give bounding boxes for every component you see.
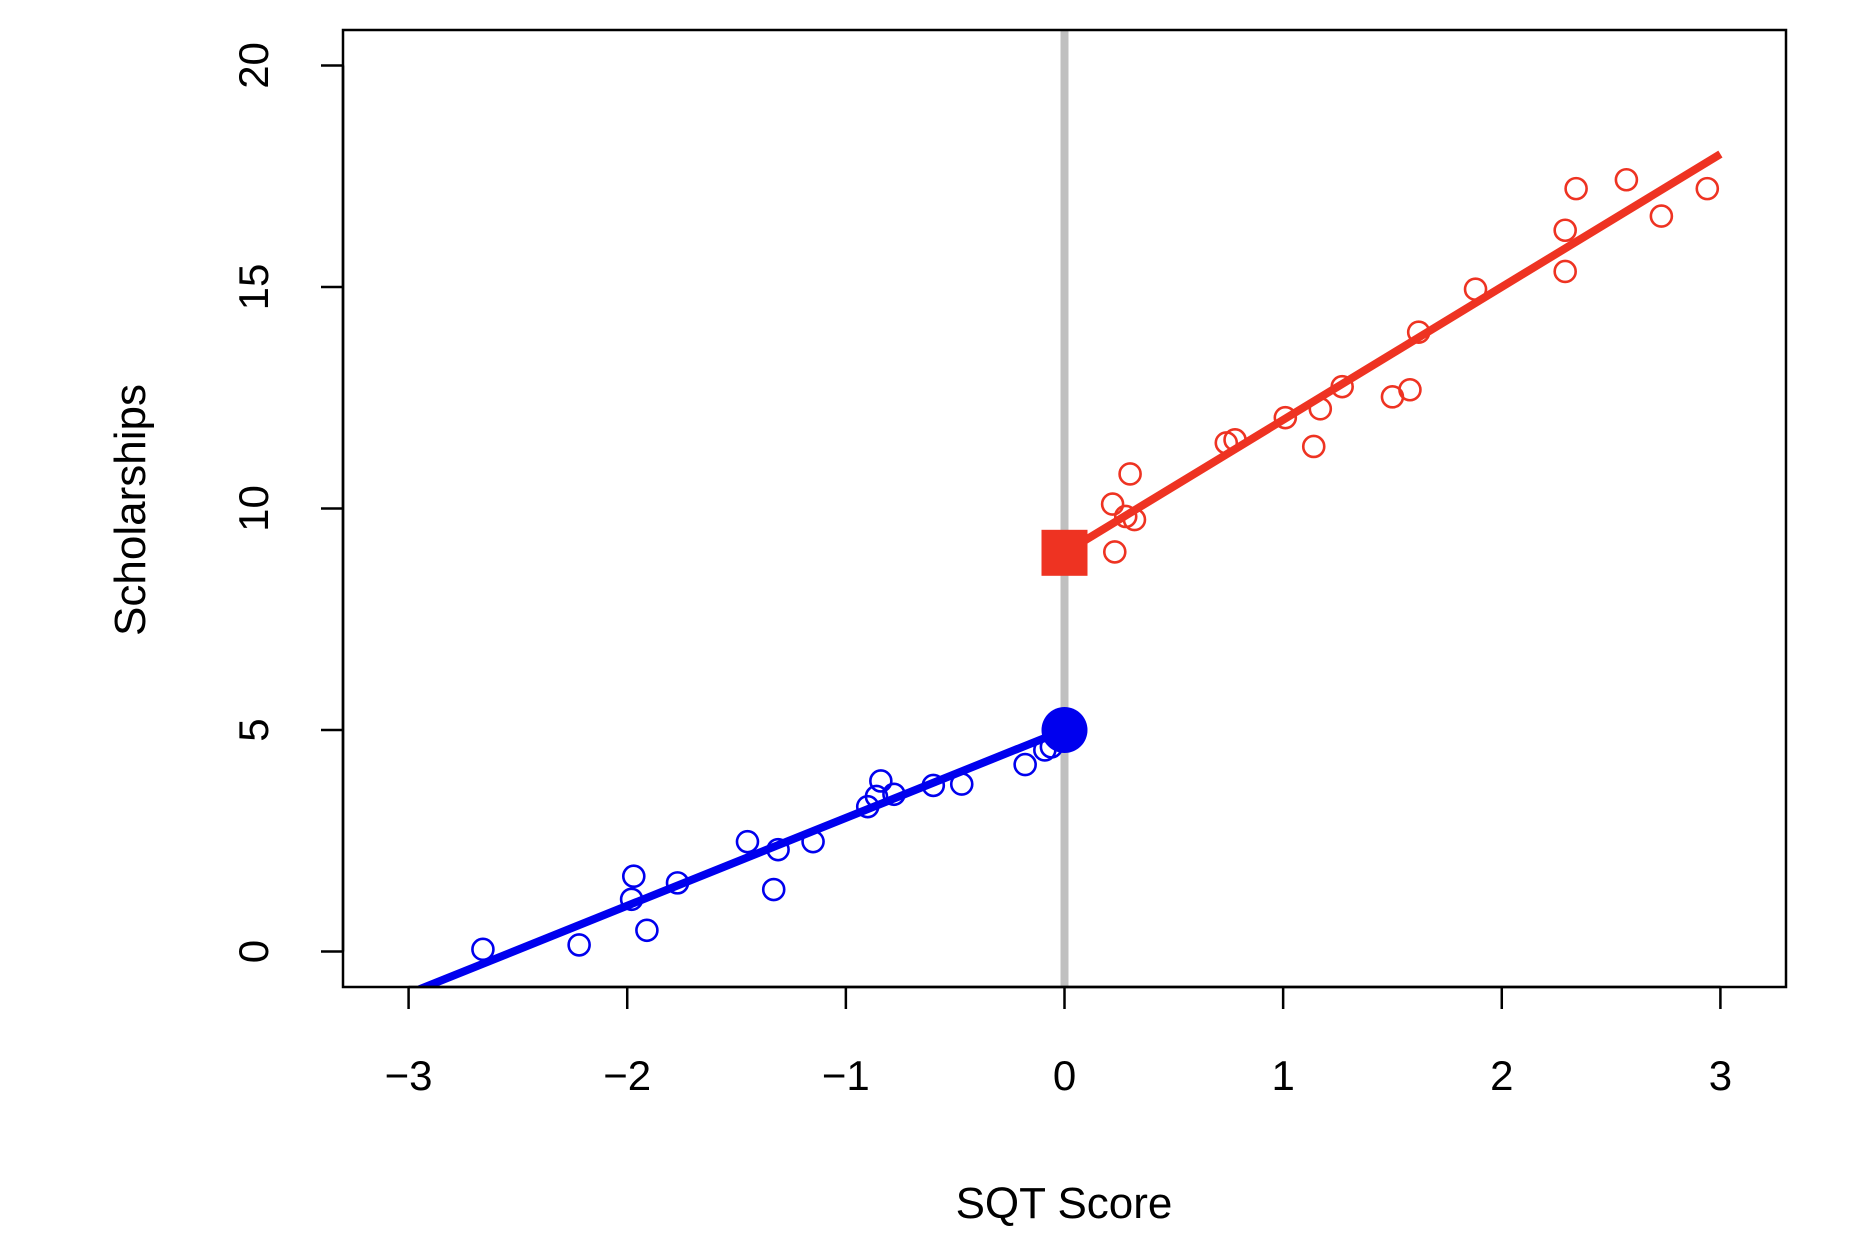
data-point [1301, 434, 1326, 459]
data-point [567, 933, 591, 957]
data-point [1223, 428, 1247, 452]
y-tick-label: 15 [230, 264, 277, 311]
series-0 [418, 707, 1088, 987]
x-tick-label: 0 [1053, 1052, 1076, 1099]
data-point [1553, 259, 1577, 284]
data-point [921, 773, 946, 798]
data-point [1553, 218, 1577, 243]
data-point [1122, 507, 1147, 532]
data-point [1118, 462, 1142, 486]
data-point [1102, 540, 1127, 564]
x-tick-label: 1 [1271, 1052, 1294, 1099]
data-point [882, 782, 906, 807]
data-point [1614, 167, 1639, 192]
data-point [869, 769, 893, 793]
boundary-marker-circle [1041, 707, 1088, 754]
x-axis: −3 −2 −1 0 1 2 3 [385, 985, 1732, 1099]
data-point [1398, 377, 1422, 402]
data-point [619, 887, 644, 912]
data-point [621, 864, 646, 889]
x-tick-label: −1 [822, 1052, 870, 1099]
x-axis-title: SQT Score [956, 1179, 1173, 1228]
data-point [1308, 397, 1333, 421]
data-point [766, 837, 790, 862]
data-point [1649, 204, 1674, 228]
x-tick-label: −2 [603, 1052, 651, 1099]
data-point [1406, 320, 1431, 344]
x-tick-label: −3 [385, 1052, 433, 1099]
data-point [1564, 176, 1588, 201]
data-point [635, 918, 659, 943]
y-tick-label: 5 [230, 718, 277, 741]
data-point [735, 829, 760, 854]
data-point [1273, 405, 1298, 430]
data-point [1100, 492, 1125, 516]
data-point [801, 829, 825, 854]
y-tick-label: 0 [230, 940, 277, 963]
data-point [1463, 277, 1488, 301]
data-point [665, 871, 690, 895]
fit-line-1 [1062, 150, 1723, 557]
fit-line-0 [418, 726, 1066, 987]
series-1 [1041, 150, 1723, 576]
x-tick-label: 2 [1490, 1052, 1513, 1099]
data-point [949, 772, 974, 796]
data-point [1695, 176, 1720, 201]
y-tick-label: 20 [230, 42, 277, 89]
plot-area [418, 30, 1723, 987]
y-axis: 0 5 10 15 20 [230, 42, 345, 963]
data-point [1330, 374, 1354, 399]
data-point [864, 784, 889, 809]
data-point [1013, 752, 1037, 777]
boundary-marker-square [1041, 529, 1088, 576]
y-tick-label: 10 [230, 485, 277, 532]
data-point [471, 937, 495, 962]
data-point [761, 877, 786, 902]
x-tick-label: 3 [1709, 1052, 1732, 1099]
y-axis-title: Scholarships [106, 384, 155, 636]
